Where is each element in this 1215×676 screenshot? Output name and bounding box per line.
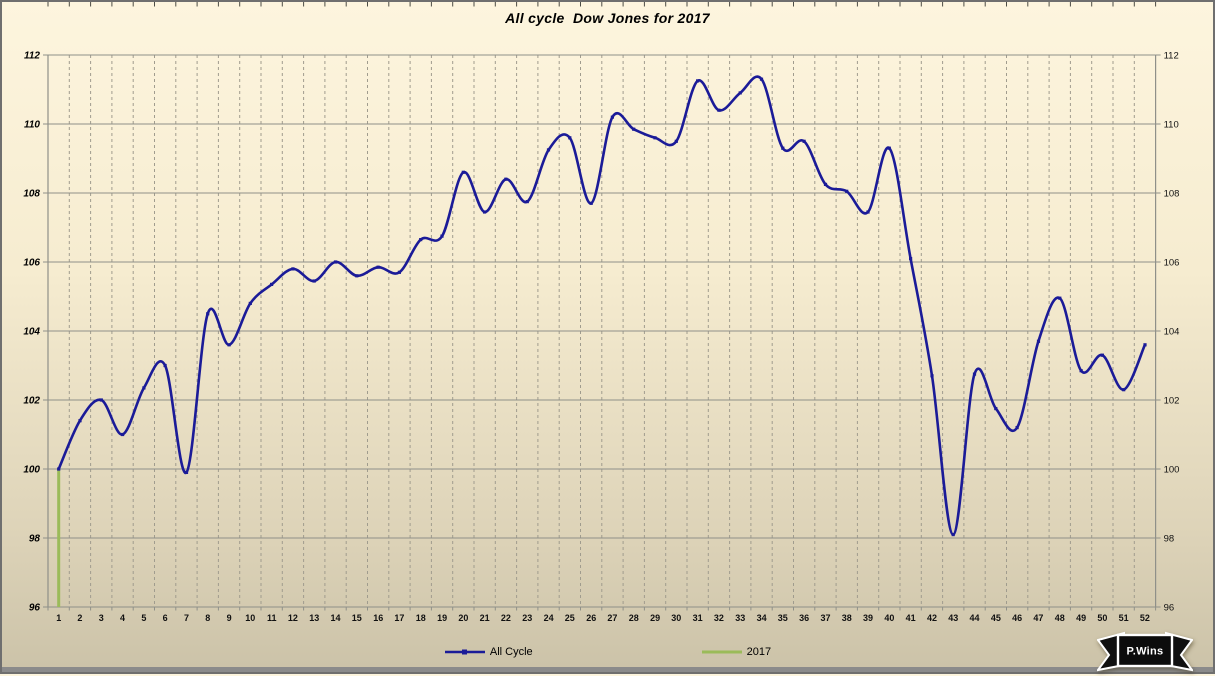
svg-text:20: 20 bbox=[458, 613, 468, 623]
svg-text:49: 49 bbox=[1076, 613, 1086, 623]
svg-text:30: 30 bbox=[671, 613, 681, 623]
svg-text:19: 19 bbox=[437, 613, 447, 623]
svg-text:102: 102 bbox=[1164, 396, 1180, 407]
svg-text:21: 21 bbox=[480, 613, 490, 623]
svg-text:4: 4 bbox=[120, 613, 125, 623]
legend-line-sample-blue bbox=[444, 649, 485, 655]
svg-text:108: 108 bbox=[23, 189, 40, 200]
svg-text:33: 33 bbox=[735, 613, 745, 623]
legend-label-all-cycle: All Cycle bbox=[489, 646, 533, 658]
ribbon-center-panel bbox=[1116, 633, 1174, 668]
svg-text:37: 37 bbox=[820, 613, 830, 623]
svg-text:112: 112 bbox=[24, 51, 40, 62]
svg-text:43: 43 bbox=[948, 613, 958, 623]
horizontal-gridlines bbox=[43, 54, 1161, 608]
svg-text:13: 13 bbox=[309, 613, 319, 623]
svg-text:11: 11 bbox=[267, 613, 277, 623]
svg-text:28: 28 bbox=[629, 613, 639, 623]
svg-text:29: 29 bbox=[650, 613, 660, 623]
svg-text:51: 51 bbox=[1119, 613, 1129, 623]
svg-text:14: 14 bbox=[330, 613, 340, 623]
x-axis-labels: 1 2 3 4 5 6 7 8 9 10 11 12 13 14 15 16 17 18 19 20 21 22 23 24 2… bbox=[56, 613, 1150, 623]
svg-text:9: 9 bbox=[227, 613, 232, 623]
svg-text:100: 100 bbox=[1164, 465, 1180, 476]
bottom-bar bbox=[2, 667, 1213, 672]
svg-text:34: 34 bbox=[757, 613, 767, 623]
svg-text:98: 98 bbox=[29, 534, 41, 545]
chart-title[interactable]: All cycle Dow Jones for 2017 bbox=[505, 10, 710, 26]
svg-text:16: 16 bbox=[373, 613, 383, 623]
svg-text:25: 25 bbox=[565, 613, 575, 623]
svg-text:15: 15 bbox=[352, 613, 362, 623]
svg-text:27: 27 bbox=[607, 613, 617, 623]
svg-text:10: 10 bbox=[245, 613, 255, 623]
svg-text:7: 7 bbox=[184, 613, 189, 623]
svg-text:12: 12 bbox=[288, 613, 298, 623]
svg-text:5: 5 bbox=[141, 613, 146, 623]
svg-text:38: 38 bbox=[842, 613, 852, 623]
svg-text:45: 45 bbox=[991, 613, 1001, 623]
svg-text:98: 98 bbox=[1164, 534, 1175, 545]
legend-line-sample-green bbox=[701, 650, 742, 654]
svg-text:106: 106 bbox=[1164, 258, 1180, 269]
svg-text:47: 47 bbox=[1033, 613, 1043, 623]
svg-text:40: 40 bbox=[884, 613, 894, 623]
pwins-ribbon-badge: P.Wins bbox=[1097, 631, 1193, 672]
legend-item-2017[interactable]: 2017 bbox=[701, 646, 771, 658]
svg-text:32: 32 bbox=[714, 613, 724, 623]
svg-text:100: 100 bbox=[23, 465, 40, 476]
svg-text:17: 17 bbox=[394, 613, 404, 623]
svg-text:42: 42 bbox=[927, 613, 937, 623]
svg-text:24: 24 bbox=[544, 613, 554, 623]
svg-text:108: 108 bbox=[1164, 189, 1180, 200]
svg-text:110: 110 bbox=[24, 120, 40, 131]
svg-text:112: 112 bbox=[1164, 51, 1179, 62]
y-axis-labels-left: 96 98 100 102 104 106 108 110 112 bbox=[23, 51, 40, 614]
svg-text:8: 8 bbox=[205, 613, 210, 623]
svg-text:6: 6 bbox=[163, 613, 168, 623]
legend-label-2017: 2017 bbox=[746, 646, 772, 658]
svg-text:36: 36 bbox=[799, 613, 809, 623]
svg-text:22: 22 bbox=[501, 613, 511, 623]
badge-text: P.Wins bbox=[1127, 646, 1164, 658]
svg-text:104: 104 bbox=[1164, 327, 1180, 338]
svg-text:46: 46 bbox=[1012, 613, 1022, 623]
svg-text:41: 41 bbox=[906, 613, 916, 623]
svg-text:31: 31 bbox=[693, 613, 703, 623]
svg-text:102: 102 bbox=[23, 396, 40, 407]
plot-border bbox=[47, 55, 1157, 607]
chart-legend: All Cycle 2017 bbox=[2, 640, 1213, 664]
svg-text:35: 35 bbox=[778, 613, 788, 623]
svg-text:96: 96 bbox=[1164, 603, 1175, 614]
svg-text:26: 26 bbox=[586, 613, 596, 623]
svg-text:2: 2 bbox=[77, 613, 82, 623]
legend-item-all-cycle[interactable]: All Cycle bbox=[444, 646, 533, 658]
series-all-cycle-markers bbox=[57, 77, 1147, 537]
top-edge-ticks bbox=[47, 2, 1157, 7]
svg-text:104: 104 bbox=[23, 327, 40, 338]
svg-text:50: 50 bbox=[1097, 613, 1107, 623]
x-axis-ticks bbox=[47, 607, 1157, 611]
svg-text:23: 23 bbox=[522, 613, 532, 623]
svg-text:106: 106 bbox=[23, 258, 40, 269]
svg-text:3: 3 bbox=[99, 613, 104, 623]
svg-text:52: 52 bbox=[1140, 613, 1150, 623]
svg-text:18: 18 bbox=[416, 613, 426, 623]
y-axis-labels-right: 96 98 100 102 104 106 108 110 112 bbox=[1164, 51, 1180, 614]
svg-text:48: 48 bbox=[1055, 613, 1065, 623]
svg-text:44: 44 bbox=[969, 613, 979, 623]
svg-text:96: 96 bbox=[29, 603, 41, 614]
svg-text:39: 39 bbox=[863, 613, 873, 623]
svg-text:1: 1 bbox=[56, 613, 61, 623]
svg-text:110: 110 bbox=[1164, 120, 1179, 131]
